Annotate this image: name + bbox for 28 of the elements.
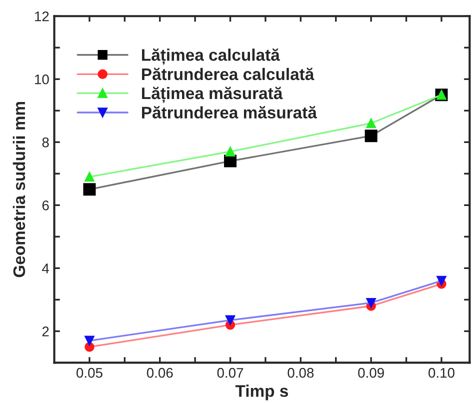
y-tick-label: 12 <box>35 11 49 22</box>
y-tick-label: 4 <box>42 264 50 274</box>
x-tick-label: 0.09 <box>358 368 384 378</box>
x-tick-label: 0.08 <box>288 368 314 378</box>
point <box>224 154 237 168</box>
legend-label: Lățimea măsurată <box>142 86 283 103</box>
point <box>84 172 94 182</box>
legend-label: Pătrunderea măsurată <box>142 106 318 118</box>
x-tick-label: 0.06 <box>146 368 173 378</box>
legend-label: Pătrunderea calculată <box>142 68 314 80</box>
point <box>364 130 378 142</box>
point <box>83 183 96 196</box>
y-tick-label: 10 <box>35 74 49 84</box>
point <box>225 146 236 156</box>
legend-label: Lățimea calculată <box>142 48 280 65</box>
x-tick-label: 0.05 <box>76 368 102 378</box>
y-axis-title: Geometria sudurii mm <box>12 102 26 278</box>
point <box>366 118 376 128</box>
x-tick-label: 0.10 <box>428 368 454 378</box>
x-axis-title: Timp s <box>235 384 288 400</box>
y-tick-label: 8 <box>42 137 49 148</box>
y-tick-label: 6 <box>42 200 49 210</box>
x-tick-label: 0.07 <box>217 368 244 378</box>
y-tick-label: 2 <box>42 326 49 336</box>
point <box>225 315 236 326</box>
point <box>366 298 376 308</box>
point <box>84 336 94 346</box>
point <box>436 276 446 286</box>
